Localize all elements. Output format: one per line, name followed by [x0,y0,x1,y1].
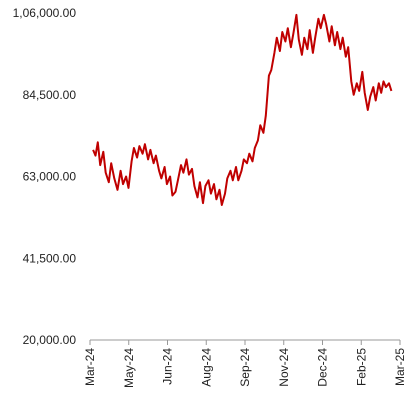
x-axis-tick-labels: Mar-24 May-24 Jun-24 Aug-24 Sep-24 Nov-24 Dec-… [83,348,407,388]
x-tick-label: May-24 [122,348,136,388]
x-tick-label: Dec-24 [316,348,330,387]
y-tick-label: 20,000.00 [23,333,77,347]
y-tick-label: 63,000.00 [23,170,77,184]
x-tick-label: Nov-24 [277,348,291,387]
x-tick-label: Mar-25 [393,348,407,386]
y-tick-label: 84,500.00 [23,88,77,102]
y-tick-label: 41,500.00 [23,251,77,265]
x-tick-label: Feb-25 [354,348,368,386]
series-layer [92,13,393,206]
x-tick-label: Aug-24 [199,348,213,387]
x-tick-label: Mar-24 [83,348,97,386]
y-tick-label: 1,06,000.00 [13,6,77,20]
x-tick-label: Sep-24 [238,348,252,387]
x-axis-tick-marks [89,340,401,345]
series-line [92,13,393,206]
x-tick-label: Jun-24 [161,348,175,385]
y-axis-tick-labels: 20,000.00 41,500.00 63,000.00 84,500.00 1,06… [13,6,77,347]
